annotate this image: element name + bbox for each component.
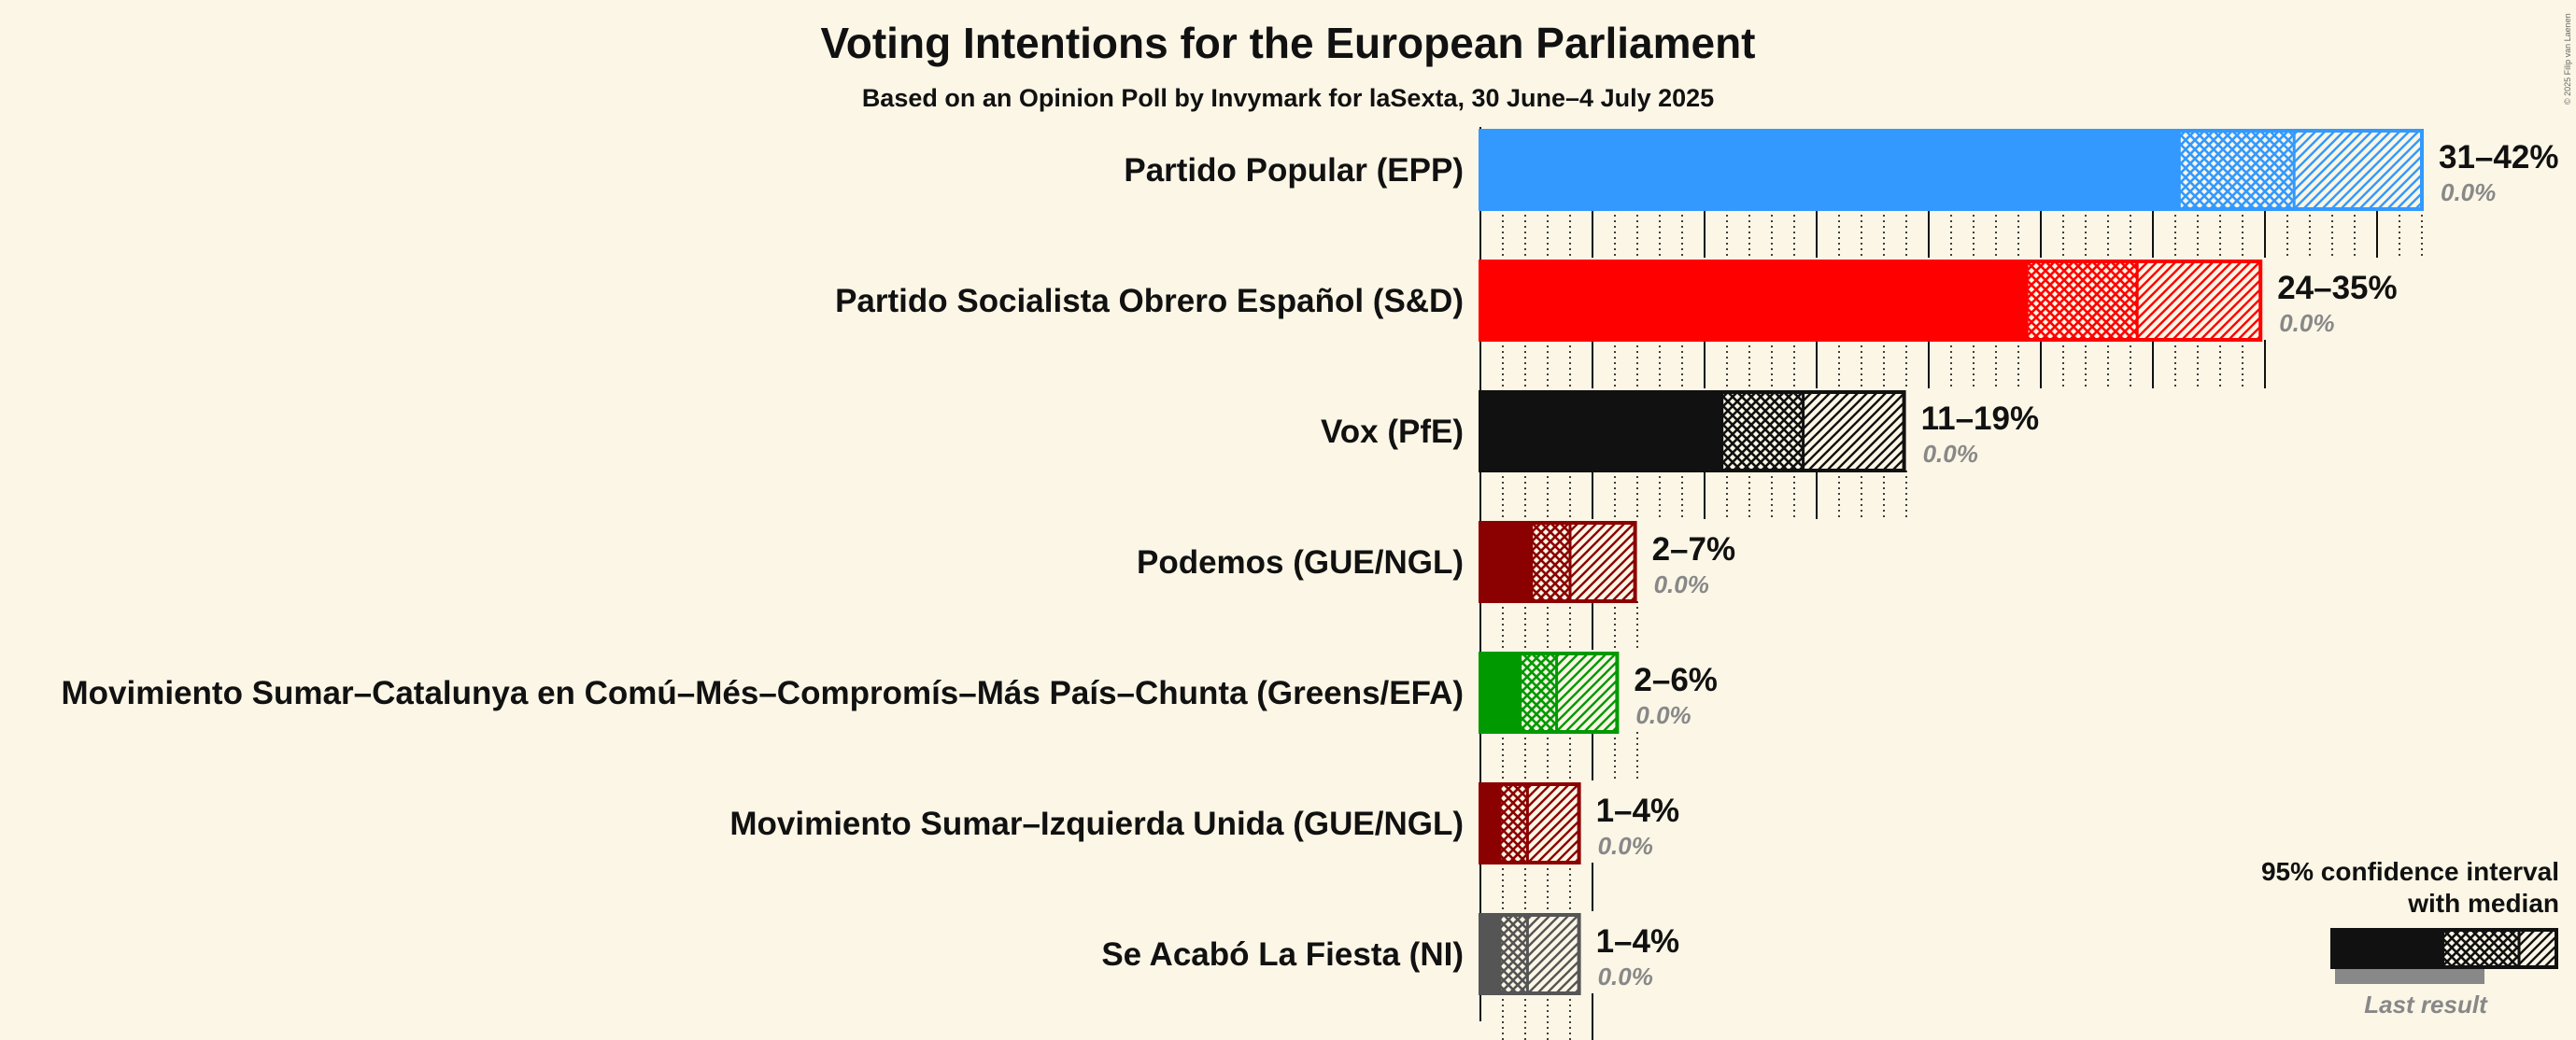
series-0-range-label: 31–42% [2439, 139, 2558, 176]
series-3-last-result: 0.0% [1654, 570, 1709, 598]
series-6-last-result: 0.0% [1598, 963, 1653, 991]
series-4-bar-solid [1480, 654, 1522, 732]
series-4-party-label: Movimiento Sumar–Catalunya en Comú–Més–C… [62, 675, 1465, 711]
series-0-last-result: 0.0% [2441, 178, 2496, 206]
series-2-bar-outline [1479, 390, 1906, 472]
series-3-bar-ci-upper [1570, 523, 1635, 601]
legend-outline [2330, 928, 2558, 969]
series-6-bar-ci-upper [1527, 915, 1579, 993]
series-5-bar-ci-upper [1527, 784, 1579, 863]
series-0-bar-solid [1480, 131, 2180, 209]
series-0-party-label: Partido Popular (EPP) [1124, 152, 1464, 189]
bars-group: Partido Popular (EPP) 31–42%0.0%Partido S… [62, 127, 2558, 1040]
series-2-range-label: 11–19% [1921, 401, 2040, 437]
series-4-bar-ci-lower [1521, 654, 1557, 732]
legend-ci-upper [2519, 930, 2556, 967]
series-6-bar-outline [1479, 913, 1581, 995]
chart-title: Voting Intentions for the European Parli… [821, 19, 1756, 67]
series-5-bar-outline [1479, 782, 1581, 864]
series-0-bar-ci-lower [2179, 131, 2295, 209]
series-1-last-result: 0.0% [2279, 309, 2334, 337]
legend-median-text: with median [2407, 889, 2559, 918]
series-4-bar-ci-upper [1556, 654, 1618, 732]
series-1-range-label: 24–35% [2277, 270, 2397, 306]
series-1-bar-ci-lower [2027, 261, 2138, 340]
series-5-last-result: 0.0% [1598, 832, 1653, 860]
copyright-text: © 2025 Filip van Laenen [2563, 13, 2572, 105]
series-3-bar-ci-lower [1532, 523, 1570, 601]
series-3-party-label: Podemos (GUE/NGL) [1137, 544, 1464, 581]
series-1-party-label: Partido Socialista Obrero Español (S&D) [835, 283, 1464, 319]
series-2-bar-ci-lower [1722, 392, 1804, 471]
legend-last-result-bar [2335, 969, 2484, 984]
series-1-bar-outline [1479, 260, 2263, 342]
series-3-bar-solid [1480, 523, 1533, 601]
chart-subtitle: Based on an Opinion Poll by Invymark for… [862, 84, 1714, 112]
series-4-range-label: 2–6% [1634, 662, 1718, 698]
series-6-bar-ci-lower [1500, 915, 1528, 993]
series-2-last-result: 0.0% [1923, 440, 1978, 468]
series-6-bar-solid [1480, 915, 1501, 993]
series-1-bar-solid [1480, 261, 2028, 340]
series-0-bar-ci-upper [2294, 131, 2422, 209]
series-4-bar-outline [1479, 652, 1620, 734]
series-3-range-label: 2–7% [1652, 531, 1736, 568]
legend-last-result-text: Last result [2364, 991, 2488, 1019]
legend-ci-text: 95% confidence interval [2261, 857, 2559, 886]
series-4-last-result: 0.0% [1635, 701, 1691, 729]
series-5-party-label: Movimiento Sumar–Izquierda Unida (GUE/NG… [729, 806, 1464, 842]
series-3-bar-outline [1479, 521, 1637, 603]
series-5-bar-solid [1480, 784, 1501, 863]
legend: 95% confidence interval with median Last… [2261, 857, 2559, 1019]
series-5-range-label: 1–4% [1596, 793, 1680, 829]
series-1-bar-ci-upper [2137, 261, 2261, 340]
series-2-bar-ci-upper [1803, 392, 1904, 471]
series-6-party-label: Se Acabó La Fiesta (NI) [1101, 936, 1464, 973]
series-5-bar-ci-lower [1500, 784, 1528, 863]
series-0-bar-outline [1479, 129, 2424, 211]
legend-ci-lower [2444, 930, 2519, 967]
legend-solid [2332, 930, 2444, 967]
series-2-party-label: Vox (PfE) [1321, 414, 1464, 450]
series-2-bar-solid [1480, 392, 1723, 471]
series-6-range-label: 1–4% [1596, 923, 1680, 960]
